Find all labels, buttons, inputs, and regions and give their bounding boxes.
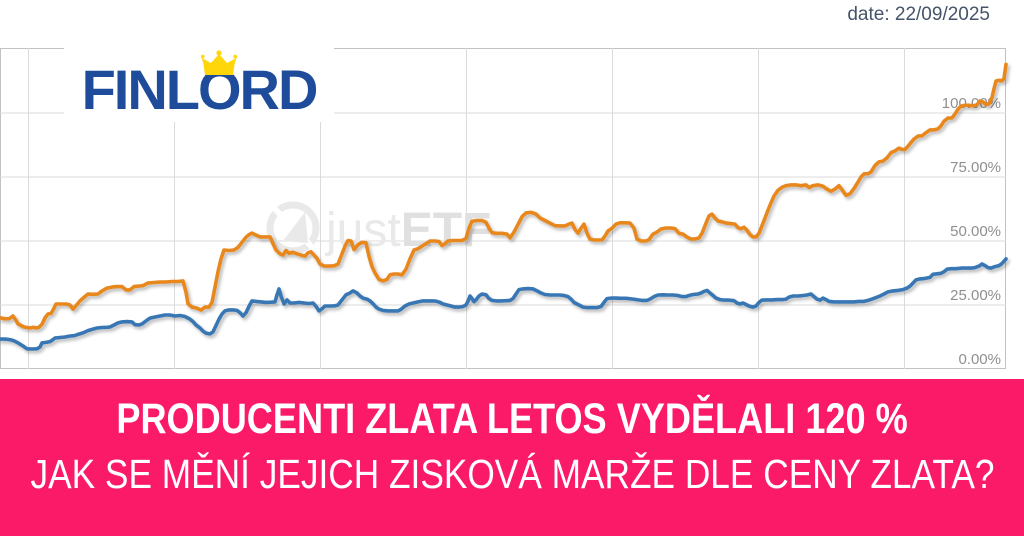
y-tick-label: 25.00% [950, 287, 1001, 304]
watermark-arrow-icon [283, 212, 308, 243]
line-chart: justETF 100.00% 75.00% 50.00% 25.00% 0.00% [0, 48, 1008, 369]
finlord-logo: FINL ORD [64, 44, 334, 122]
banner-title-row: PRODUCENTI ZLATA LETOS VYDĚLALI 120 % [41, 396, 983, 442]
banner-subtitle: JAK SE MĚNÍ JEJICH ZISKOVÁ MARŽE DLE CEN… [30, 451, 995, 497]
watermark-text: justETF [324, 204, 491, 257]
y-tick-label: 0.00% [958, 351, 1001, 368]
plot-border [0, 48, 1006, 369]
crown-icon [200, 50, 237, 75]
blue-series [0, 257, 1008, 351]
banner-title: PRODUCENTI ZLATA LETOS VYDĚLALI 120 % [116, 395, 908, 443]
orange-series [0, 62, 1008, 330]
y-tick-label: 50.00% [950, 223, 1001, 240]
date-label: date: 22/09/2025 [847, 4, 990, 25]
y-tick-label: 75.00% [950, 159, 1001, 176]
banner-subtitle-row: JAK SE MĚNÍ JEJICH ZISKOVÁ MARŽE DLE CEN… [0, 452, 1024, 496]
y-tick-label: 100.00% [942, 95, 1001, 112]
finlord-logo-text: FINL ORD [82, 50, 318, 122]
justetf-watermark: justETF [266, 201, 491, 257]
banner: PRODUCENTI ZLATA LETOS VYDĚLALI 120 % JA… [0, 379, 1024, 536]
